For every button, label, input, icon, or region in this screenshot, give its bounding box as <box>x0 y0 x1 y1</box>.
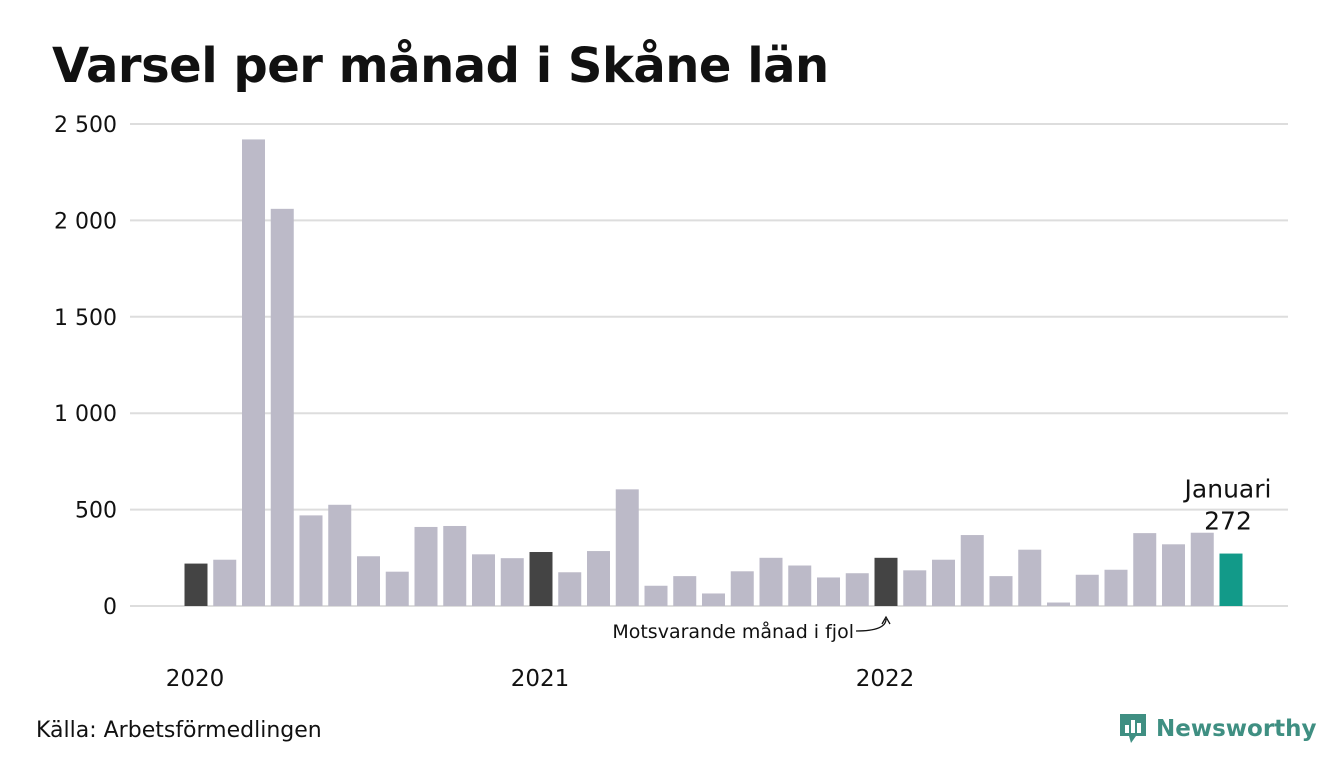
y-tick-label: 0 <box>103 595 117 620</box>
y-tick-label: 500 <box>75 499 117 524</box>
gridlines <box>130 123 1288 607</box>
bar <box>299 515 323 606</box>
y-tick-label: 2 500 <box>54 113 117 138</box>
bar <box>1133 533 1157 606</box>
bar <box>845 573 869 606</box>
bar <box>270 208 294 606</box>
bar <box>730 571 754 606</box>
bar-current <box>1219 553 1243 606</box>
y-tick-label: 1 500 <box>54 306 117 331</box>
bar <box>1190 532 1214 606</box>
bar <box>673 576 697 606</box>
bar <box>903 570 927 606</box>
bar <box>587 551 610 606</box>
bar <box>702 593 725 606</box>
bar <box>414 526 438 606</box>
bar <box>385 571 409 606</box>
bar <box>213 559 237 606</box>
bar <box>1075 574 1099 606</box>
bar <box>558 572 582 606</box>
bar <box>357 556 380 606</box>
bar <box>989 576 1013 606</box>
current-month-label: Januari <box>1183 475 1272 504</box>
bar <box>644 585 668 606</box>
bar <box>874 557 898 606</box>
bar <box>529 552 553 606</box>
y-tick-label: 2 000 <box>54 209 117 234</box>
bar <box>1104 569 1128 606</box>
bar <box>615 489 639 606</box>
year-label: 2021 <box>511 666 570 692</box>
chart-title: Varsel per månad i Skåne län <box>52 38 829 94</box>
bar <box>328 504 352 606</box>
annotations: Januari 272 Motsvarande månad i fjol <box>612 475 1271 643</box>
year-label: 2022 <box>856 666 915 692</box>
bar <box>759 557 783 606</box>
bar <box>960 535 984 606</box>
brand-name: Newsworthy <box>1156 716 1317 742</box>
bar <box>184 563 208 606</box>
bar <box>817 577 840 606</box>
source-note: Källa: Arbetsförmedlingen <box>36 718 322 743</box>
bar <box>242 139 265 606</box>
y-tick-label: 1 000 <box>54 402 117 427</box>
x-axis-year-labels: 2020 2021 2022 <box>166 666 915 692</box>
annotation-arrowhead <box>881 615 891 625</box>
bar <box>500 558 524 606</box>
bar <box>472 554 495 606</box>
bar <box>932 559 955 606</box>
bar <box>1018 549 1042 606</box>
year-label: 2020 <box>166 666 225 692</box>
brand-logo: Newsworthy <box>1118 712 1317 746</box>
newsworthy-logo-icon <box>1120 714 1146 743</box>
current-value-label: 272 <box>1204 507 1252 536</box>
bar <box>788 565 812 606</box>
bar <box>443 525 467 606</box>
bar <box>1047 602 1070 606</box>
annotation-arrow <box>855 618 887 632</box>
annotation-text: Motsvarande månad i fjol <box>612 620 854 643</box>
y-axis-ticks: 0 500 1 000 1 500 2 000 2 500 <box>54 113 117 620</box>
bars <box>184 139 1243 606</box>
bar <box>1162 544 1185 606</box>
